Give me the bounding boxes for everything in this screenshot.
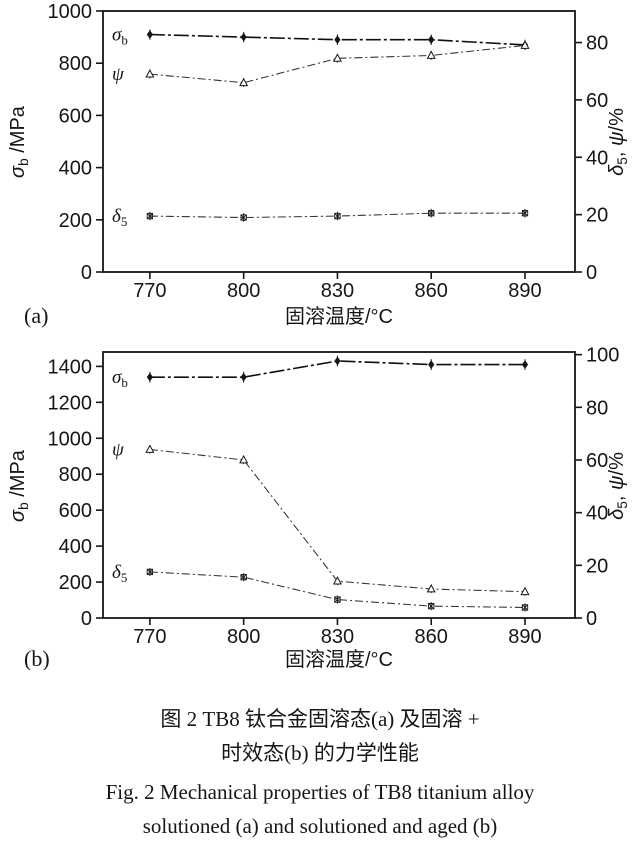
svg-text:0: 0 [81, 608, 92, 630]
svg-text:890: 890 [508, 280, 541, 302]
svg-text:40: 40 [586, 147, 608, 169]
svg-text:400: 400 [59, 158, 92, 180]
svg-text:1000: 1000 [48, 428, 93, 450]
svg-text:20: 20 [586, 205, 608, 227]
caption-chinese-line2: 时效态(b) 的力学性能 [221, 741, 419, 765]
svg-text:860: 860 [415, 626, 448, 648]
svg-text:1200: 1200 [48, 392, 93, 414]
svg-text:σb /MPa: σb /MPa [7, 105, 31, 178]
svg-text:1400: 1400 [48, 356, 93, 378]
svg-text:σb: σb [112, 24, 128, 47]
svg-text:600: 600 [59, 500, 92, 522]
caption-english-line2: solutioned (a) and solutioned and aged (… [142, 814, 498, 838]
svg-text:σb: σb [112, 367, 128, 390]
svg-text:固溶温度/°C: 固溶温度/°C [285, 648, 393, 670]
svg-text:1000: 1000 [48, 1, 93, 23]
svg-text:770: 770 [133, 626, 166, 648]
svg-text:0: 0 [586, 608, 597, 630]
svg-text:830: 830 [321, 280, 354, 302]
svg-text:800: 800 [227, 626, 260, 648]
svg-text:ψ: ψ [112, 439, 125, 460]
svg-text:δ5: δ5 [112, 562, 127, 585]
svg-text:σb /MPa: σb /MPa [7, 449, 31, 522]
chart-panel-a: 0 200 400 600 800 1000 0 20 40 60 80 770 800 830 860 89… [7, 1, 630, 328]
svg-text:770: 770 [133, 280, 166, 302]
svg-text:100: 100 [586, 345, 619, 367]
svg-text:δ5, ψ/%: δ5, ψ/% [606, 108, 630, 176]
svg-text:830: 830 [321, 626, 354, 648]
svg-text:60: 60 [586, 450, 608, 472]
svg-text:δ5, ψ/%: δ5, ψ/% [606, 452, 630, 520]
svg-text:(a): (a) [24, 303, 48, 328]
svg-text:200: 200 [59, 210, 92, 232]
svg-text:890: 890 [508, 626, 541, 648]
chart-panel-b: 0 200 400 600 800 1000 1200 1400 0 20 40 60 80 100 770… [7, 345, 630, 670]
svg-text:40: 40 [586, 503, 608, 525]
svg-text:60: 60 [586, 90, 608, 112]
svg-text:860: 860 [415, 280, 448, 302]
svg-text:固溶温度/°C: 固溶温度/°C [285, 305, 393, 328]
svg-text:400: 400 [59, 536, 92, 558]
svg-text:80: 80 [586, 397, 608, 419]
svg-text:(b): (b) [24, 646, 50, 670]
svg-text:800: 800 [227, 280, 260, 302]
caption-chinese-line1: 图 2 TB8 钛合金固溶态(a) 及固溶 + [160, 707, 480, 731]
svg-text:20: 20 [586, 555, 608, 577]
figure-caption: 图 2 TB8 钛合金固溶态(a) 及固溶 + 时效态(b) 的力学性能 Fig… [0, 670, 640, 843]
svg-text:600: 600 [59, 105, 92, 127]
svg-text:0: 0 [81, 262, 92, 284]
caption-english-line1: Fig. 2 Mechanical properties of TB8 tita… [105, 780, 535, 804]
svg-text:δ5: δ5 [112, 206, 127, 229]
svg-text:800: 800 [59, 53, 92, 75]
svg-text:0: 0 [586, 262, 597, 284]
svg-text:80: 80 [586, 33, 608, 55]
svg-text:200: 200 [59, 572, 92, 594]
svg-text:ψ: ψ [112, 64, 125, 85]
svg-text:800: 800 [59, 464, 92, 486]
